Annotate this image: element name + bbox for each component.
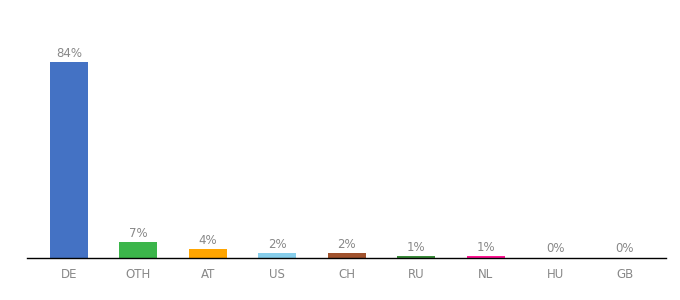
Bar	[189, 249, 227, 258]
Bar	[328, 253, 366, 258]
Bar	[397, 256, 435, 258]
Bar	[466, 256, 505, 258]
Text: 1%: 1%	[477, 241, 495, 254]
Text: 84%: 84%	[56, 47, 82, 60]
Bar	[258, 253, 296, 258]
Text: 4%: 4%	[199, 234, 217, 247]
Text: 1%: 1%	[407, 241, 426, 254]
Text: 7%: 7%	[129, 227, 148, 240]
Text: 2%: 2%	[337, 238, 356, 251]
Text: 2%: 2%	[268, 238, 287, 251]
Bar	[119, 242, 158, 258]
Bar	[50, 62, 88, 258]
Bar	[606, 257, 644, 258]
Text: 0%: 0%	[615, 242, 634, 255]
Text: 0%: 0%	[546, 242, 564, 255]
Bar	[536, 257, 575, 258]
